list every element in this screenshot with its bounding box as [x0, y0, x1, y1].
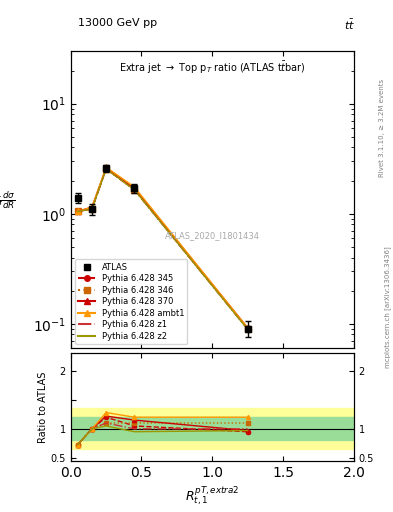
- Pythia 6.428 370: [132, 185, 137, 191]
- Pythia 6.428 346: [245, 326, 250, 332]
- Pythia 6.428 ambt1: [132, 184, 137, 190]
- Text: ATLAS_2020_I1801434: ATLAS_2020_I1801434: [165, 231, 260, 240]
- Pythia 6.428 370: [245, 325, 250, 331]
- Line: Pythia 6.428 z1: Pythia 6.428 z1: [78, 169, 248, 329]
- Line: Pythia 6.428 z2: Pythia 6.428 z2: [78, 169, 248, 329]
- Line: Pythia 6.428 370: Pythia 6.428 370: [75, 165, 250, 331]
- Pythia 6.428 z2: [90, 206, 94, 212]
- Pythia 6.428 z2: [104, 166, 108, 172]
- Pythia 6.428 ambt1: [104, 164, 108, 170]
- Y-axis label: $\frac{1}{\sigma}\frac{d\sigma}{dR}$: $\frac{1}{\sigma}\frac{d\sigma}{dR}$: [0, 189, 15, 210]
- Pythia 6.428 345: [245, 326, 250, 332]
- Legend: ATLAS, Pythia 6.428 345, Pythia 6.428 346, Pythia 6.428 370, Pythia 6.428 ambt1,: ATLAS, Pythia 6.428 345, Pythia 6.428 34…: [75, 259, 187, 344]
- Pythia 6.428 345: [104, 166, 108, 172]
- Pythia 6.428 z1: [90, 206, 94, 212]
- Pythia 6.428 z1: [245, 326, 250, 332]
- Pythia 6.428 z1: [104, 166, 108, 172]
- Pythia 6.428 ambt1: [90, 204, 94, 210]
- Pythia 6.428 346: [104, 166, 108, 172]
- Text: Rivet 3.1.10, ≥ 3.2M events: Rivet 3.1.10, ≥ 3.2M events: [379, 79, 385, 177]
- Text: mcplots.cern.ch [arXiv:1306.3436]: mcplots.cern.ch [arXiv:1306.3436]: [384, 246, 391, 368]
- Text: $t\bar{t}$: $t\bar{t}$: [344, 18, 355, 32]
- Y-axis label: Ratio to ATLAS: Ratio to ATLAS: [38, 371, 48, 443]
- Text: 13000 GeV pp: 13000 GeV pp: [78, 18, 158, 28]
- Pythia 6.428 370: [90, 204, 94, 210]
- Bar: [71, 409, 354, 449]
- Pythia 6.428 345: [132, 187, 137, 193]
- Pythia 6.428 z1: [132, 187, 137, 193]
- Pythia 6.428 ambt1: [245, 325, 250, 331]
- Pythia 6.428 z1: [75, 208, 80, 215]
- Pythia 6.428 ambt1: [75, 208, 80, 215]
- Pythia 6.428 346: [90, 206, 94, 212]
- Pythia 6.428 345: [75, 208, 80, 215]
- Pythia 6.428 z2: [245, 326, 250, 332]
- Bar: [71, 417, 354, 440]
- Line: Pythia 6.428 345: Pythia 6.428 345: [75, 166, 250, 332]
- Pythia 6.428 z2: [132, 187, 137, 193]
- Line: Pythia 6.428 346: Pythia 6.428 346: [75, 166, 250, 332]
- Line: Pythia 6.428 ambt1: Pythia 6.428 ambt1: [75, 164, 250, 331]
- X-axis label: $R_{t,1}^{pT,extra2}$: $R_{t,1}^{pT,extra2}$: [185, 485, 239, 508]
- Pythia 6.428 345: [90, 206, 94, 212]
- Pythia 6.428 370: [104, 165, 108, 171]
- Pythia 6.428 z2: [75, 208, 80, 215]
- Text: Extra jet $\rightarrow$ Top p$_T$ ratio (ATLAS t$\bar{t}$bar): Extra jet $\rightarrow$ Top p$_T$ ratio …: [119, 60, 306, 76]
- Pythia 6.428 346: [132, 187, 137, 193]
- Pythia 6.428 346: [75, 208, 80, 215]
- Pythia 6.428 370: [75, 208, 80, 215]
